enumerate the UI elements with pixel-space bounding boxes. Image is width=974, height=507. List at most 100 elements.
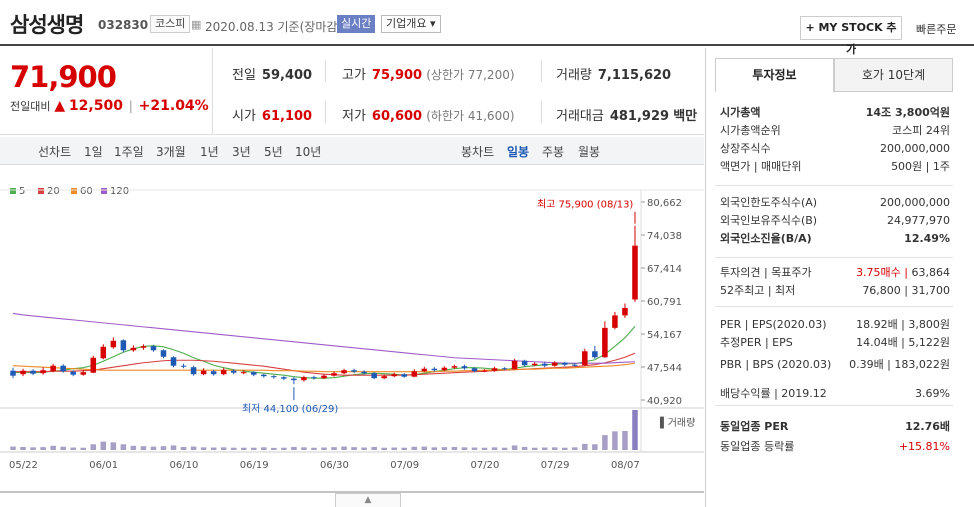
candle-weekly[interactable]: 주봉 [542, 145, 565, 159]
info-row: 상장주식수 200,000,000 [720, 140, 950, 158]
info-row-label: 액면가 | 매매단위 [720, 160, 802, 173]
ma60-line [12, 362, 636, 373]
candle-body [602, 327, 608, 358]
volume-bar [301, 447, 307, 450]
info-row-label: 배당수익률 | 2019.12 [720, 387, 827, 400]
y-tick-label: 67,414 [647, 264, 682, 275]
tab-investment-info[interactable]: 투자정보 [715, 58, 834, 92]
candle-body [592, 351, 598, 358]
volume-bar [612, 431, 618, 450]
candle-body [271, 376, 277, 378]
period-3y[interactable]: 3년 [232, 145, 251, 159]
candle-body [491, 368, 498, 371]
y-tick-label: 80,662 [647, 198, 682, 209]
candle-body [251, 372, 257, 375]
volume-bar [401, 447, 408, 450]
panel-divider [715, 257, 953, 258]
x-tick-label: 07/29 [541, 460, 570, 471]
period-10y[interactable]: 10년 [295, 145, 322, 159]
info-row-value: 200,000,000 [880, 142, 950, 155]
candle-body [541, 363, 548, 366]
volume-bar [451, 446, 458, 450]
info-row: PBR | BPS (2020.03) 0.39배 | 183,022원 [720, 356, 950, 374]
candle-body [150, 346, 157, 351]
info-row-value: 500원 | 1주 [891, 160, 950, 173]
volume-bar [391, 447, 397, 450]
candle-body [80, 372, 86, 375]
x-tick-label: 06/01 [89, 460, 118, 471]
realtime-badge[interactable]: 실시간 [337, 15, 376, 33]
period-1d[interactable]: 1일 [84, 145, 103, 159]
volume-bar [551, 447, 558, 450]
high-annotation: 최고 75,900 (08/13) [537, 199, 633, 211]
y-tick-label: 40,920 [647, 396, 682, 407]
volume-bar [60, 446, 66, 450]
period-1w[interactable]: 1주일 [114, 145, 144, 159]
stock-header [0, 0, 974, 46]
corp-overview-dropdown[interactable]: 기업개요 ▾ [381, 15, 441, 33]
candle-body [291, 378, 297, 381]
volume-bar [311, 447, 317, 450]
volume-bar [511, 445, 518, 450]
chart-expand-toggle[interactable]: ▲ [335, 493, 401, 507]
candle-body [481, 370, 488, 372]
volume-bar [592, 444, 598, 450]
candle-body [190, 367, 197, 375]
volume-bar [361, 447, 367, 450]
volume-bar [461, 447, 468, 450]
volume-bar [381, 447, 387, 450]
info-row-label: 추정PER | EPS [720, 336, 793, 349]
y-tick-label: 60,791 [647, 297, 682, 308]
tab-order-book[interactable]: 호가 10단계 [834, 58, 953, 92]
period-3m[interactable]: 3개월 [156, 145, 186, 159]
period-1y[interactable]: 1년 [200, 145, 219, 159]
volume-bar [150, 446, 157, 450]
info-row-label: 상장주식수 [720, 142, 771, 155]
info-row-value: 12.76배 [905, 420, 950, 433]
info-row: 52주최고 | 최저 76,800 | 31,700 [720, 282, 950, 300]
candle-body [531, 363, 538, 366]
volume-bar [541, 447, 548, 450]
volume-bar [190, 446, 197, 450]
candle-body [10, 370, 16, 376]
info-row: 외국인한도주식수(A) 200,000,000 [720, 194, 950, 212]
candle-body [130, 347, 137, 351]
candle-monthly[interactable]: 월봉 [578, 145, 601, 159]
candle-body [521, 360, 528, 366]
market-badge: 코스피 [150, 15, 191, 33]
volume-bar [210, 447, 217, 450]
period-5y[interactable]: 5년 [264, 145, 283, 159]
info-row-label: 시가총액 [720, 106, 761, 119]
volume-bar [80, 447, 86, 450]
info-row-label: 투자의견 | 목표주가 [720, 266, 812, 279]
info-row: 배당수익률 | 2019.12 3.69% [720, 385, 950, 403]
quick-order-link[interactable]: 빠른주문 [916, 23, 957, 36]
info-row: 시가총액순위 코스피 24위 [720, 122, 950, 140]
x-tick-label: 07/09 [390, 460, 419, 471]
panel-divider [715, 405, 953, 406]
current-price: 71,900 [10, 60, 117, 94]
price-change: 전일대비 ▲ 12,500 | +21.04% [10, 98, 209, 114]
candle-body [361, 371, 367, 374]
x-tick-label: 06/30 [320, 460, 349, 471]
metric-prev: 전일 59,400 [232, 68, 313, 83]
volume-bar [90, 444, 97, 450]
volume-bar [261, 447, 267, 450]
candle-body [140, 346, 147, 348]
info-row-label: 외국인한도주식수(A) [720, 196, 818, 209]
x-tick-label: 08/07 [611, 460, 640, 471]
candle-daily[interactable]: 일봉 [507, 145, 530, 159]
candle-chart-label: 봉차트 [461, 145, 495, 159]
volume-bar [331, 447, 337, 450]
info-row: 액면가 | 매매단위 500원 | 1주 [720, 158, 950, 176]
x-tick-label: 06/19 [240, 460, 269, 471]
y-tick-label: 74,038 [647, 231, 682, 242]
volume-bar [220, 447, 227, 450]
info-row-value: 200,000,000 [880, 196, 950, 209]
info-row-value: 24,977,970 [887, 214, 950, 227]
add-mystock-button[interactable]: + MY STOCK 추가 [800, 16, 902, 56]
candle-body [240, 372, 247, 374]
volume-bar [100, 441, 107, 450]
candle-body [220, 370, 227, 375]
volume-bar [40, 447, 46, 450]
